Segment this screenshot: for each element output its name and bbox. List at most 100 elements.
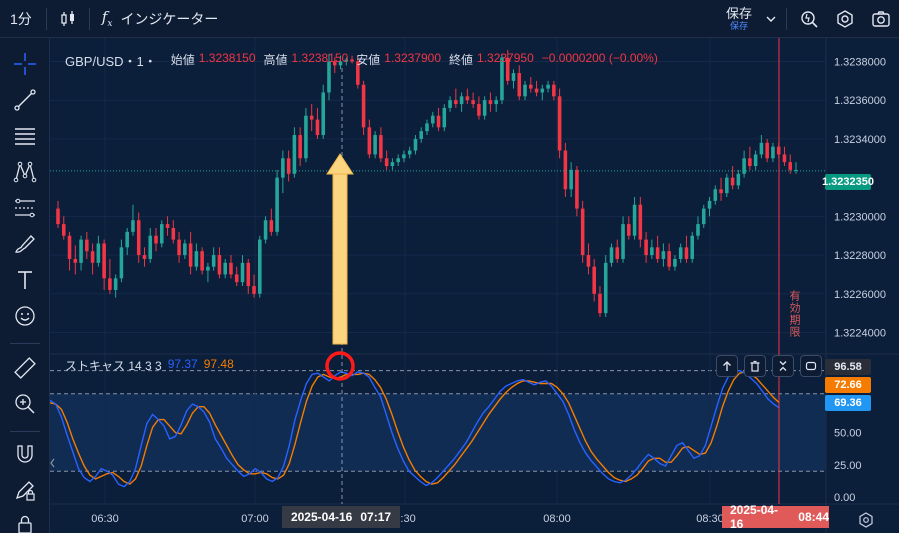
candle-body [79, 239, 83, 263]
candle-body [701, 208, 706, 225]
emoji-icon[interactable] [9, 300, 41, 332]
indicators-button[interactable]: fx インジケーター [94, 0, 227, 38]
candle-body [477, 104, 481, 116]
candle-body [627, 224, 631, 236]
candle-body [177, 239, 181, 256]
candle-body [102, 243, 106, 279]
candle-body [396, 158, 400, 163]
pane-controls [716, 355, 822, 377]
settings-hexagon-icon[interactable] [827, 0, 863, 38]
candle-body [736, 173, 741, 186]
lock-drawing-icon[interactable] [9, 474, 41, 506]
interval-selector[interactable]: 1分 [10, 10, 32, 27]
candle-body [494, 100, 498, 105]
stochastic-legend[interactable]: ストキャス 14 3 3 97.37 97.48 [65, 357, 234, 374]
candle-body [281, 158, 285, 178]
chevron-down-icon[interactable] [760, 0, 782, 38]
candle-body [552, 84, 556, 97]
top-toolbar: 1分 fx インジケーター 保存 保存 [0, 0, 899, 38]
low-label: 安値 [356, 53, 381, 67]
crosshair-icon[interactable] [9, 48, 41, 80]
symbol-title[interactable]: GBP/USD・1・ [65, 54, 157, 69]
candle-body [638, 204, 643, 240]
quick-search-icon[interactable] [791, 0, 827, 38]
candle-body [154, 235, 158, 244]
collapse-icon[interactable] [772, 355, 794, 377]
zoom-in-icon[interactable] [9, 388, 41, 420]
candle-body [557, 96, 562, 151]
annotation-circle [325, 351, 355, 381]
candle-body [350, 59, 354, 62]
candle-body [269, 220, 274, 232]
fib-tool-icon[interactable] [9, 192, 41, 224]
lock-icon[interactable] [9, 508, 41, 533]
candle-body [61, 224, 66, 236]
candle-body [621, 224, 625, 259]
candle-body [90, 251, 95, 263]
candle-body [753, 154, 758, 167]
candle-body [246, 262, 251, 287]
candle-body [321, 92, 326, 136]
candle-body [407, 150, 412, 155]
candle-body [402, 154, 406, 159]
candle-body [165, 224, 170, 228]
trash-icon[interactable] [744, 355, 766, 377]
stochastic-band [50, 393, 826, 472]
candle-body [465, 96, 470, 101]
move-up-icon[interactable] [716, 355, 738, 377]
toolbar-divider [10, 431, 40, 432]
chart-canvas[interactable]: 1.3238000 1.3236000 1.3234000 1.3230000 1.32… [50, 38, 899, 533]
candle-body [580, 208, 585, 256]
candle-body [119, 247, 124, 279]
candle-body [534, 88, 539, 93]
camera-icon[interactable] [863, 0, 899, 38]
candle-body [379, 135, 383, 159]
axis-settings-icon[interactable] [858, 512, 874, 528]
text-tool-icon[interactable] [9, 264, 41, 296]
candle-body [725, 177, 729, 194]
candle-body [742, 158, 746, 174]
candle-body [759, 142, 764, 155]
candle-body [56, 208, 60, 225]
stochastic-d-label: 72.66 [825, 377, 871, 393]
ruler-icon[interactable] [9, 352, 41, 384]
candle-body [730, 177, 735, 186]
magnet-icon[interactable] [9, 438, 41, 470]
candle-body [96, 243, 101, 263]
candle-body [332, 61, 337, 66]
candle-body [315, 119, 320, 136]
candle-body [309, 115, 314, 120]
time-tick-label: 07:00 [241, 513, 269, 525]
horizontal-lines-icon[interactable] [9, 120, 41, 152]
candle-body [650, 247, 654, 256]
candle-body [211, 255, 216, 267]
toolbar-divider [10, 343, 40, 344]
candle-body [125, 231, 129, 248]
brush-icon[interactable] [9, 228, 41, 260]
candle-body [436, 115, 441, 128]
candle-body [748, 158, 752, 167]
candle-body [569, 169, 573, 190]
candle-body [430, 115, 435, 124]
trend-line-icon[interactable] [9, 84, 41, 116]
toolbar-right: 保存 保存 [718, 0, 899, 38]
candle-body [719, 189, 723, 194]
indicators-label: インジケーター [120, 10, 219, 27]
save-button[interactable]: 保存 保存 [718, 0, 760, 38]
toolbar-divider [45, 7, 47, 30]
maximize-icon[interactable] [800, 355, 822, 377]
candle-body [563, 150, 568, 190]
expiry-date: 2025-04-16 [730, 503, 779, 531]
candlestick-type-icon[interactable] [51, 0, 85, 38]
candle-body [344, 59, 349, 62]
candle-body [240, 262, 245, 283]
candle-body [338, 61, 343, 66]
pattern-icon[interactable] [9, 156, 41, 188]
candle-body [592, 266, 596, 294]
candle-body [644, 239, 648, 256]
chart-area[interactable]: 1.3238000 1.3236000 1.3234000 1.3230000 1.32… [50, 38, 899, 533]
candle-body [113, 278, 118, 290]
open-value: 1.3238150 [198, 51, 256, 65]
candle-body [690, 235, 695, 259]
